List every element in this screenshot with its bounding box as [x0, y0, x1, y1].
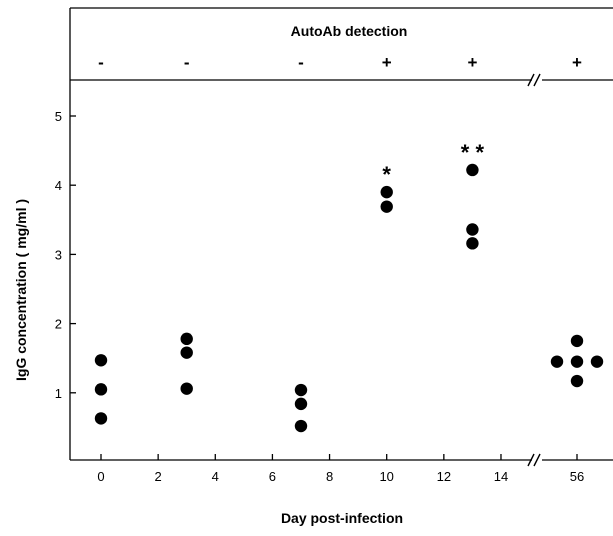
x-axis-title: Day post-infection: [281, 510, 403, 526]
autoab-sign: +: [572, 53, 582, 72]
y-tick-label: 5: [55, 109, 62, 124]
y-tick-label: 2: [55, 317, 62, 332]
y-tick-label: 4: [55, 178, 62, 193]
axis-break-slash: [533, 73, 541, 87]
data-points: [94, 163, 604, 433]
data-point: [94, 354, 108, 367]
data-point: [570, 334, 584, 348]
data-point: [94, 383, 108, 396]
y-tick-label: 1: [55, 386, 62, 401]
data-point: [294, 383, 308, 397]
autoab-sign: -: [184, 53, 190, 72]
data-point: [570, 355, 584, 368]
x-tick-label: 4: [212, 469, 219, 484]
x-tick-label: 10: [379, 469, 393, 484]
axis-break-slash: [533, 453, 541, 467]
data-point: [466, 163, 479, 177]
y-axis-title: IgG concentration ( mg/ml ): [13, 199, 29, 381]
data-point: [294, 397, 308, 411]
data-point: [380, 200, 393, 213]
x-tick-label: 6: [269, 469, 276, 484]
data-point: [466, 223, 479, 236]
annotations: * * *: [382, 140, 484, 187]
x-tick-label: 12: [437, 469, 451, 484]
autoab-header: AutoAb detection - - - + + +: [98, 23, 582, 72]
x-tick-label: 14: [494, 469, 508, 484]
data-point: [380, 185, 393, 199]
autoab-sign: +: [467, 53, 477, 72]
data-point: [570, 374, 584, 388]
significance-asterisk: *: [382, 162, 391, 187]
data-point: [590, 355, 604, 368]
x-tick-label: 8: [326, 469, 333, 484]
y-tick-label: 3: [55, 247, 62, 262]
autoab-sign: -: [98, 53, 104, 72]
significance-asterisk: * *: [461, 140, 485, 165]
data-point: [294, 419, 308, 433]
data-point: [180, 382, 193, 395]
data-point: [466, 237, 479, 250]
data-point: [180, 332, 193, 346]
x-tick-label: 56: [570, 469, 584, 484]
data-point: [94, 412, 108, 425]
autoab-sign: -: [298, 53, 304, 72]
x-tick-label: 0: [97, 469, 104, 484]
axis-break-slash: [527, 453, 535, 467]
chart-frame: [69, 7, 613, 467]
x-tick-label: 2: [155, 469, 162, 484]
header-title: AutoAb detection: [291, 23, 408, 39]
autoab-sign: +: [382, 53, 392, 72]
axis-break-slash: [527, 73, 535, 87]
data-point: [550, 355, 564, 368]
data-point: [180, 346, 193, 359]
